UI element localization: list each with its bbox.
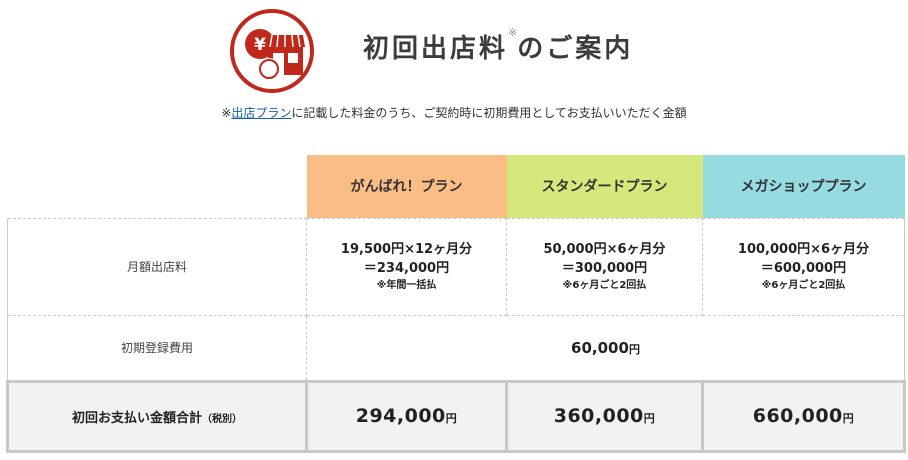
fee-note: ※出店プランに記載した料金のうち、ご契約時に初期費用としてお支払いいただく金額 xyxy=(221,106,687,120)
total-ganbare: 294,000円 xyxy=(305,379,508,453)
monthly-fee-ganbare: 19,500円×12ヶ月分 ＝234,000円 ※年間一括払 xyxy=(306,217,507,316)
row-label-initial-fee: 初期登録費用 xyxy=(7,314,307,382)
fee-table: がんばれ！プラン スタンダードプラン メガショッププラン 月額出店料 19,50… xyxy=(6,155,906,453)
table-row: 初期登録費用 60,000円 xyxy=(7,314,905,382)
monthly-fee-megashop: 100,000円×6ヶ月分 ＝600,000円 ※6ヶ月ごと2回払 xyxy=(702,217,905,316)
initial-fee-value: 60,000円 xyxy=(306,314,905,382)
yen-shop-icon: ¥ xyxy=(230,9,314,93)
total-standard: 360,000円 xyxy=(505,379,704,453)
plan-header-standard: スタンダードプラン xyxy=(506,155,703,218)
table-row: 月額出店料 19,500円×12ヶ月分 ＝234,000円 ※年間一括払 50,… xyxy=(7,217,905,316)
total-row: 初回お支払い金額合計（税別） 294,000円 360,000円 660,000… xyxy=(6,379,906,453)
yen-symbol: ¥ xyxy=(254,35,266,55)
page-title: 初回出店料※のご案内 xyxy=(363,26,634,64)
row-label-total: 初回お支払い金額合計（税別） xyxy=(6,379,308,453)
plan-header-megashop: メガショッププラン xyxy=(702,155,905,218)
plan-header-row: がんばれ！プラン スタンダードプラン メガショッププラン xyxy=(7,155,905,218)
total-megashop: 660,000円 xyxy=(701,379,906,453)
blank-header-cell xyxy=(7,155,307,218)
shop-plan-link[interactable]: 出店プラン xyxy=(231,106,292,120)
monthly-fee-standard: 50,000円×6ヶ月分 ＝300,000円 ※6ヶ月ごと2回払 xyxy=(506,217,703,316)
page-header: ¥ 初回出店料※のご案内 xyxy=(0,0,908,100)
row-label-monthly-fee: 月額出店料 xyxy=(7,217,307,316)
plan-header-ganbare: がんばれ！プラン xyxy=(306,155,507,218)
title-asterisk: ※ xyxy=(508,26,518,39)
